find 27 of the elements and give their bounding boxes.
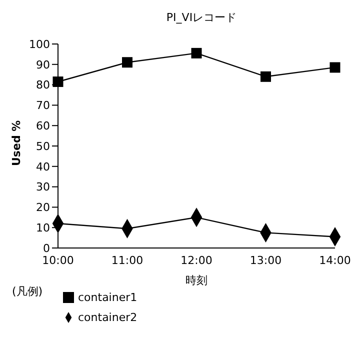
y-tick-label: 90: [36, 58, 50, 72]
y-tick-label: 70: [36, 99, 50, 112]
y-axis-title: Used %: [10, 120, 23, 166]
x-tick-label: 12:00: [180, 254, 212, 267]
x-tick-label: 14:00: [319, 254, 351, 267]
x-tick-label: 11:00: [111, 254, 144, 267]
y-tick-label: 40: [36, 160, 50, 174]
legend-label: container2: [78, 311, 138, 324]
x-tick-label: 13:00: [250, 254, 282, 267]
y-tick-label: 30: [36, 180, 50, 194]
x-tick-label: 10:00: [42, 254, 74, 267]
y-tick-label: 100: [29, 38, 50, 51]
y-tick-label: 80: [36, 78, 50, 92]
x-axis-title: 時刻: [186, 274, 208, 287]
point: [52, 76, 64, 87]
point: [122, 57, 132, 68]
y-tick-label: 0: [43, 242, 50, 255]
y-tick-label: 10: [36, 222, 50, 235]
point: [330, 62, 340, 73]
point: [191, 48, 202, 58]
chart-title: PI_VIレコード: [165, 10, 238, 26]
y-tick-label: 60: [36, 120, 50, 133]
point: [260, 71, 271, 82]
y-tick-label: 20: [36, 201, 50, 214]
legend-title: (凡例): [12, 284, 43, 299]
y-tick-label: 50: [36, 140, 50, 153]
legend-label: container1: [78, 291, 138, 304]
